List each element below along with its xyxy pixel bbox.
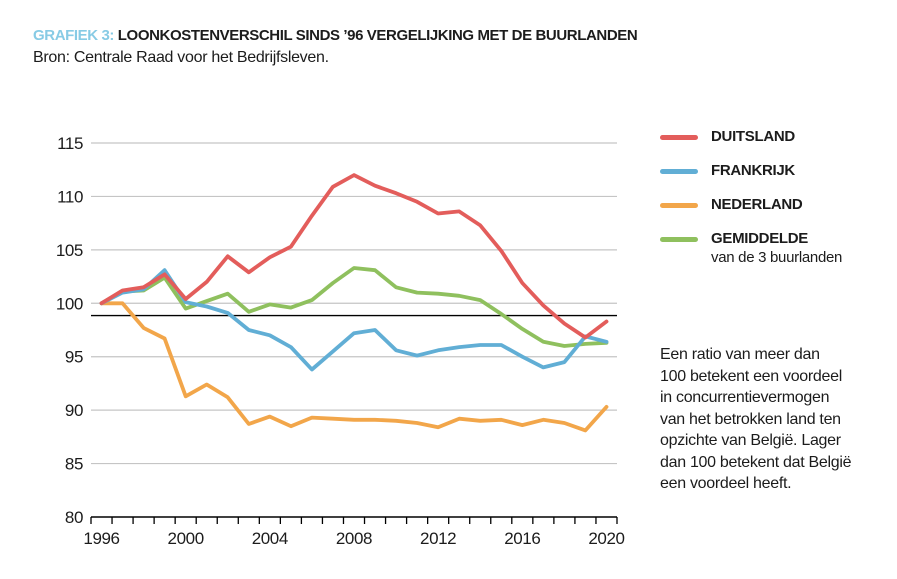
- y-tick-label: 105: [56, 241, 83, 260]
- chart-title: GRAFIEK 3: LOONKOSTENVERSCHIL SINDS ’96 …: [33, 26, 673, 46]
- legend-label: NEDERLAND: [711, 196, 803, 213]
- y-tick-label: 100: [56, 294, 83, 313]
- series-line-frankrijk: [99, 268, 609, 372]
- y-tick-label: 110: [57, 187, 83, 206]
- chart-title-tag: GRAFIEK 3:: [33, 27, 115, 44]
- x-tick-label: 2020: [588, 529, 624, 548]
- legend-swatch-frankrijk: [660, 169, 698, 174]
- y-tick-label: 95: [65, 348, 83, 367]
- chart-header: GRAFIEK 3: LOONKOSTENVERSCHIL SINDS ’96 …: [33, 26, 673, 67]
- chart-title-text: LOONKOSTENVERSCHIL SINDS ’96 VERGELIJKIN…: [117, 27, 638, 44]
- x-tick-label: 2016: [504, 529, 540, 548]
- x-tick-label: 2012: [420, 529, 456, 548]
- chart-note: Een ratio van meer dan 100 betekent een …: [660, 346, 852, 492]
- y-tick-label: 90: [65, 401, 83, 420]
- legend-swatch-gemiddelde: [660, 237, 698, 242]
- legend-label: DUITSLAND: [711, 128, 795, 145]
- x-tick-label: 2000: [168, 529, 204, 548]
- legend-item-frankrijk: FRANKRIJK: [660, 162, 842, 180]
- chart-source: Bron: Centrale Raad voor het Bedrijfslev…: [33, 49, 329, 66]
- x-tick-label: 2008: [336, 529, 372, 548]
- chart-legend: DUITSLAND FRANKRIJK NEDERLAND GEMIDDELDE…: [660, 128, 842, 283]
- y-tick-label: 80: [65, 508, 83, 527]
- legend-item-nederland: NEDERLAND: [660, 196, 842, 214]
- legend-item-gemiddelde: GEMIDDELDE van de 3 buurlanden: [660, 230, 842, 267]
- x-tick-label: 1996: [83, 529, 119, 548]
- series-line-duitsland: [99, 173, 609, 340]
- x-tick-label: 2004: [252, 529, 288, 548]
- y-tick-label: 85: [65, 455, 83, 474]
- series-line-nederland: [99, 301, 609, 433]
- legend-sublabel: van de 3 buurlanden: [711, 249, 843, 266]
- series-line-gemiddelde: [99, 266, 609, 348]
- legend-swatch-nederland: [660, 203, 698, 208]
- legend-swatch-duitsland: [660, 135, 698, 140]
- legend-item-duitsland: DUITSLAND: [660, 128, 842, 146]
- y-tick-label: 115: [57, 134, 83, 153]
- legend-label: FRANKRIJK: [711, 162, 795, 179]
- legend-label: GEMIDDELDE: [711, 230, 809, 247]
